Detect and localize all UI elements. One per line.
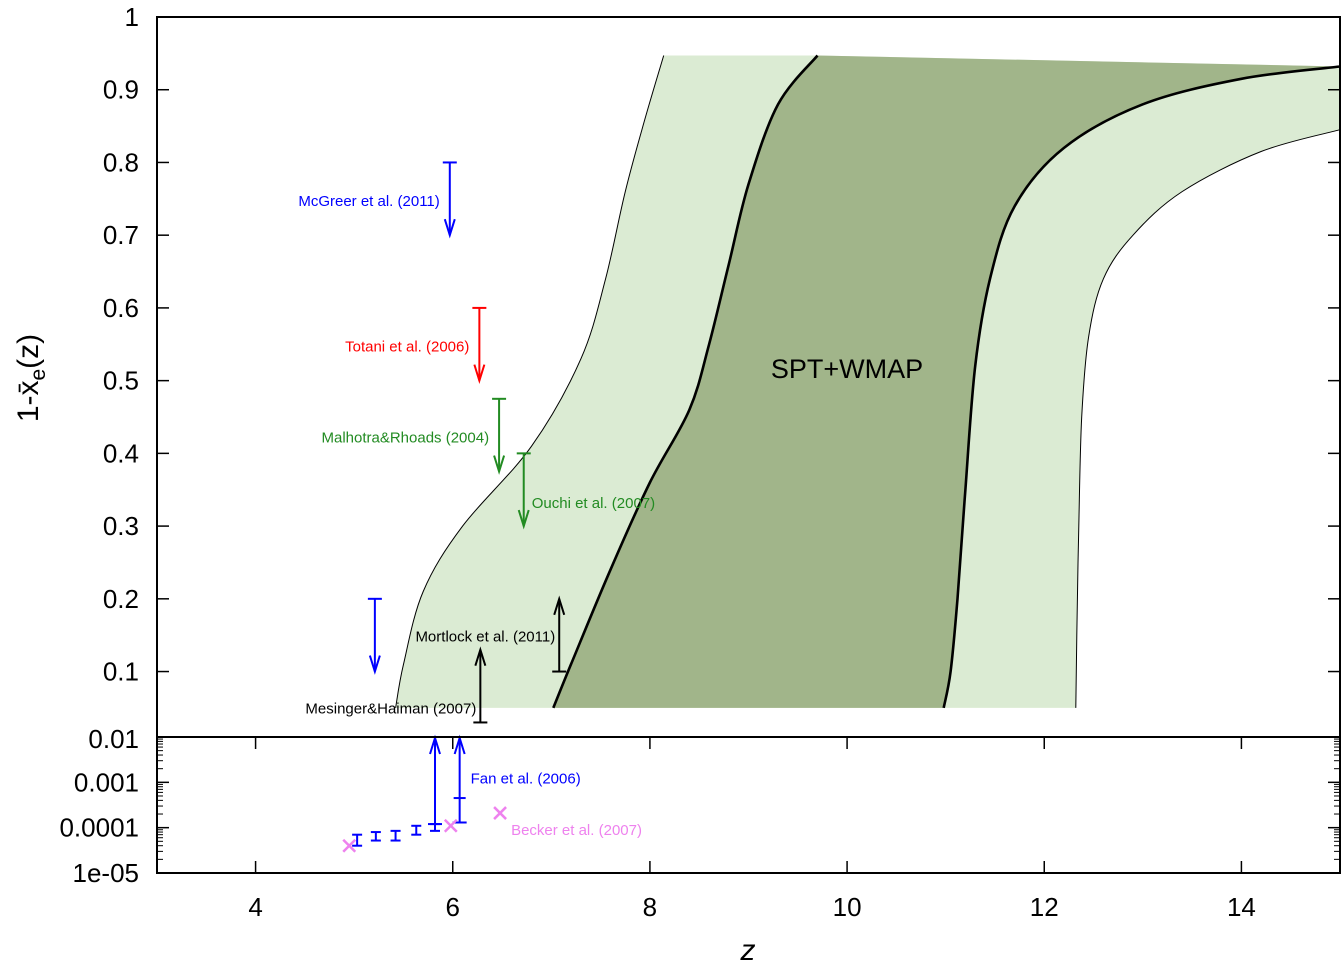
- constraint-label-0: McGreer et al. (2011): [298, 193, 439, 210]
- constraint-label-5: Mortlock et al. (2011): [415, 629, 555, 646]
- y-tick-label-upper: 0.9: [103, 75, 139, 105]
- constraint-arrow-5: [552, 595, 567, 673]
- fan-lower-limit-1: [452, 734, 467, 824]
- constraint-arrow-1-head: [473, 364, 486, 384]
- fan-lower-limit-1-head: [453, 734, 466, 755]
- y-tick-label-lower: 0.01: [88, 724, 139, 754]
- fan-lower-limit-0-head: [429, 734, 441, 755]
- band-label: SPT+WMAP: [771, 354, 923, 384]
- constraint-arrow-3: [516, 452, 531, 530]
- fan-label: Fan et al. (2006): [471, 771, 581, 788]
- x-tick-label: 10: [833, 892, 862, 922]
- y-tick-label-lower: 1e-05: [73, 858, 140, 888]
- band-outer-right-edge: [1075, 129, 1341, 708]
- x-tick-label: 4: [248, 892, 262, 922]
- becker-point-2: [493, 806, 507, 820]
- becker-point-1: [443, 818, 458, 833]
- observational-constraints: McGreer et al. (2011) Totani et al. (2006…: [298, 161, 655, 853]
- plot-frame: [156, 16, 1341, 874]
- x-tick-label: 6: [446, 892, 460, 922]
- band-inner-left-edge: [552, 54, 819, 709]
- fan-errorbar-1: [370, 831, 381, 842]
- constraint-arrow-3-head: [517, 509, 530, 530]
- becker-cross-b: [443, 818, 458, 833]
- band-inner: [553, 55, 1340, 708]
- band-inner-right-edge: [942, 65, 1341, 709]
- fan-lower-limit-0: [428, 734, 443, 826]
- y-tick-label-upper: 0.1: [103, 657, 139, 687]
- y-axis-title-part: (z): [12, 334, 45, 369]
- constraint-label-1: Totani et al. (2006): [345, 339, 469, 356]
- x-tick-label: 14: [1227, 892, 1256, 922]
- y-tick-label-lower: 0.001: [74, 767, 139, 797]
- constraint-arrow-5-head: [553, 595, 566, 616]
- fan-errorbar-3: [411, 824, 422, 836]
- constraint-arrow-1: [472, 306, 487, 384]
- constraint-arrow-6-head: [474, 646, 487, 667]
- constraint-arrow-4: [367, 597, 382, 675]
- constraint-arrow-0-head: [443, 218, 456, 239]
- constraint-arrow-4-head: [368, 655, 381, 675]
- y-tick-label-upper: 0.3: [103, 511, 139, 541]
- constraint-label-6: Mesinger&Haiman (2007): [305, 701, 476, 718]
- constraint-arrow-2-head: [493, 455, 506, 475]
- becker-label: Becker et al. (2007): [511, 822, 642, 839]
- constraint-arrow-2: [492, 397, 507, 475]
- becker-cross-b: [493, 806, 507, 820]
- fan-errorbar-0: [352, 833, 363, 847]
- y-tick-label-upper: 0.6: [103, 293, 139, 323]
- becker-point-0: [342, 838, 357, 853]
- constraint-arrow-0: [442, 161, 457, 239]
- y-tick-label-upper: 0.8: [103, 147, 139, 177]
- x-axis-title: z: [740, 934, 756, 965]
- y-tick-label-lower: 0.0001: [59, 813, 139, 843]
- y-tick-label-upper: 0.2: [103, 584, 139, 614]
- constraint-label-2: Malhotra&Rhoads (2004): [321, 429, 489, 446]
- y-axis-title-part: e: [27, 369, 50, 381]
- y-tick-label-upper: 0.7: [103, 220, 139, 250]
- y-axis-title-part: 1-x̄: [12, 380, 45, 422]
- fan-errorbar-4: [430, 823, 441, 832]
- y-axis-title: 1-x̄e(z): [12, 334, 50, 422]
- x-tick-label: 8: [643, 892, 657, 922]
- y-tick-label-upper: 0.5: [103, 366, 139, 396]
- becker-cross-b: [342, 838, 357, 853]
- band-outer-left-edge: [395, 55, 665, 708]
- constraint-label-3: Ouchi et al. (2007): [532, 495, 655, 512]
- y-tick-label-upper: 0.4: [103, 438, 139, 468]
- axes: 4 6 8 10 12 14 0.1 0.2 0.3 0.4 0.5 0.6 0.7 0.8 0.9 1 1e-…: [59, 2, 1341, 922]
- x-tick-label: 12: [1030, 892, 1059, 922]
- constraint-arrow-6: [473, 646, 488, 724]
- fan-errorbar-2: [390, 829, 401, 842]
- confidence-bands: [395, 54, 1341, 709]
- y-tick-label-upper: 1: [125, 2, 139, 32]
